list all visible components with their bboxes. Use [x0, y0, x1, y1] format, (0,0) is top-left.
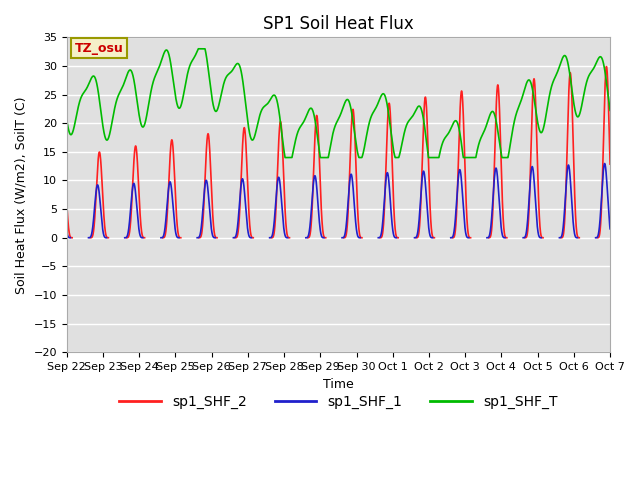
- sp1_SHF_2: [606, 161, 614, 167]
- sp1_SHF_T: [179, 95, 187, 100]
- sp1_SHF_1: [604, 202, 612, 207]
- X-axis label: Time: Time: [323, 377, 354, 391]
- sp1_SHF_T: [173, 102, 181, 108]
- Line: sp1_SHF_T: sp1_SHF_T: [67, 49, 610, 157]
- sp1_SHF_1: [63, 228, 70, 234]
- sp1_SHF_1: [173, 234, 181, 240]
- sp1_SHF_T: [491, 112, 499, 118]
- Legend: sp1_SHF_2, sp1_SHF_1, sp1_SHF_T: sp1_SHF_2, sp1_SHF_1, sp1_SHF_T: [114, 389, 563, 415]
- sp1_SHF_2: [173, 224, 181, 230]
- sp1_SHF_T: [413, 105, 421, 110]
- Line: sp1_SHF_1: sp1_SHF_1: [67, 164, 610, 238]
- sp1_SHF_T: [606, 108, 614, 113]
- sp1_SHF_2: [604, 92, 612, 98]
- sp1_SHF_2: [413, 235, 421, 240]
- Y-axis label: Soil Heat Flux (W/m2), SoilT (C): Soil Heat Flux (W/m2), SoilT (C): [15, 96, 28, 294]
- sp1_SHF_T: [266, 97, 274, 103]
- sp1_SHF_T: [604, 94, 612, 99]
- sp1_SHF_1: [413, 231, 421, 237]
- sp1_SHF_T: [63, 117, 70, 123]
- sp1_SHF_1: [606, 226, 614, 232]
- sp1_SHF_T: [195, 46, 202, 52]
- sp1_SHF_2: [491, 158, 499, 164]
- Title: SP1 Soil Heat Flux: SP1 Soil Heat Flux: [263, 15, 414, 33]
- sp1_SHF_1: [266, 235, 274, 240]
- Text: TZ_osu: TZ_osu: [75, 41, 124, 55]
- sp1_SHF_2: [63, 201, 70, 206]
- Line: sp1_SHF_2: sp1_SHF_2: [67, 67, 610, 238]
- sp1_SHF_1: [491, 174, 499, 180]
- sp1_SHF_T: [281, 155, 289, 160]
